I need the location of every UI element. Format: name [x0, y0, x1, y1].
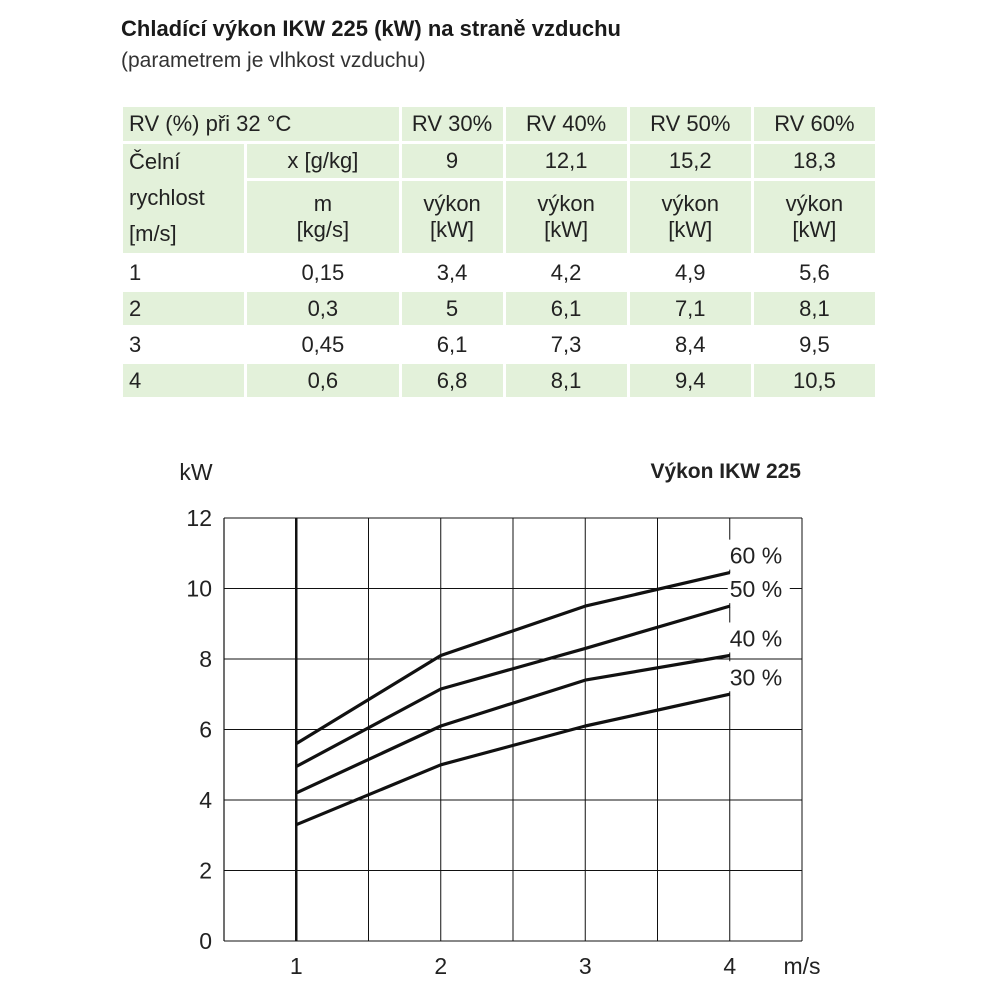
value-cell: 5 — [401, 292, 503, 325]
series-line — [295, 692, 731, 827]
m-cell: 0,45 — [301, 331, 345, 357]
value-cell: 5,6 — [799, 259, 830, 285]
value-cell: 9,4 — [629, 364, 751, 397]
y-tick-label: 0 — [199, 928, 212, 954]
value-cell: 7,1 — [629, 292, 751, 325]
series-line — [295, 604, 731, 768]
power-label-line: výkon — [661, 191, 719, 216]
table-title: Chladící výkon IKW 225 (kW) na straně vz… — [121, 16, 621, 41]
y-tick-label: 6 — [199, 717, 212, 743]
power-label-line: [kW] — [430, 217, 475, 242]
value-cell: 8,1 — [505, 364, 627, 397]
y-tick-label: 10 — [186, 576, 212, 602]
value-cell: 10,5 — [753, 364, 875, 397]
power-label-line: výkon — [785, 191, 844, 216]
table-unit-row: m [kg/s] výkon [kW] výkon [kW] výkon [kW… — [123, 181, 875, 253]
rv-header-label: RV (%) při 32 °C — [123, 107, 399, 141]
value-cell: 6,1 — [436, 331, 468, 357]
value-cell: 6,8 — [401, 364, 503, 397]
series-label: 50 % — [730, 576, 782, 602]
table-subtitle: (parametrem je vlhkost vzduchu) — [121, 49, 426, 72]
value-cell: 4,2 — [550, 259, 582, 285]
value-cell: 7,3 — [550, 331, 582, 357]
power-label-60: výkon [kW] — [753, 181, 875, 253]
table-x-row: Čelní rychlost [m/s] x [g/kg] 9 12,1 15,… — [123, 144, 875, 253]
value-cell: 8,1 — [753, 292, 875, 325]
power-label-line: [kW] — [668, 217, 713, 242]
series-label-bg — [727, 622, 790, 653]
speed-cell: 1 — [129, 259, 142, 285]
m-label-line: [kg/s] — [296, 217, 350, 242]
y-axis-label: kW — [179, 459, 213, 485]
speed-label-line: Čelní — [129, 149, 181, 174]
value-cell: 4,9 — [674, 259, 706, 285]
x-tick-label: 2 — [434, 953, 447, 979]
table-row: 4 0,6 6,8 8,1 9,4 10,5 — [123, 364, 875, 397]
power-label-line: výkon — [423, 191, 481, 216]
rv-header-30: RV 30% — [401, 107, 503, 141]
series-label: 60 % — [730, 543, 782, 569]
value-cell: 3,4 — [436, 259, 468, 285]
m-cell: 0,3 — [247, 292, 399, 325]
x-value-50: 15,2 — [629, 144, 751, 178]
x-tick-label: 1 — [290, 953, 303, 979]
x-axis-label: m/s — [783, 953, 820, 979]
x-tick-label: 4 — [723, 953, 736, 979]
table-row: 3 0,45 6,1 7,3 8,4 9,5 — [123, 328, 875, 361]
speed-cell: 3 — [129, 331, 142, 357]
power-label-50: výkon [kW] — [629, 181, 751, 253]
y-tick-label: 12 — [186, 505, 212, 531]
series-label-bg — [727, 539, 790, 570]
series-label-bg — [727, 573, 790, 604]
chart-title: Výkon IKW 225 — [650, 460, 801, 483]
cooling-table: RV (%) při 32 °C RV 30% RV 40% RV 50% RV… — [120, 104, 878, 400]
m-label: m [kg/s] — [247, 181, 399, 253]
rv-header-50: RV 50% — [629, 107, 751, 141]
y-tick-label: 2 — [199, 858, 212, 884]
x-value-60: 18,3 — [753, 144, 875, 178]
x-tick-label: 3 — [579, 953, 592, 979]
table-row: 1 0,15 3,4 4,2 4,9 5,6 — [123, 256, 875, 289]
speed-label-line: rychlost — [129, 185, 205, 210]
rv-header-60: RV 60% — [753, 107, 875, 141]
x-value-40: 12,1 — [505, 144, 627, 178]
x-value-30: 9 — [401, 144, 503, 178]
power-label-line: [kW] — [544, 217, 589, 242]
y-tick-label: 8 — [199, 646, 212, 672]
speed-cell: 2 — [123, 292, 245, 325]
rv-header-40: RV 40% — [505, 107, 627, 141]
series-line — [295, 571, 731, 745]
series-label: 30 % — [730, 664, 782, 690]
table-row: 2 0,3 5 6,1 7,1 8,1 — [123, 292, 875, 325]
x-label: x [g/kg] — [247, 144, 399, 178]
m-cell: 0,15 — [301, 259, 345, 285]
m-cell: 0,6 — [247, 364, 399, 397]
series-label: 40 % — [730, 625, 782, 651]
power-label-line: výkon — [537, 191, 595, 216]
series-line — [295, 653, 731, 795]
table-header-row: RV (%) při 32 °C RV 30% RV 40% RV 50% RV… — [123, 107, 875, 141]
speed-label: Čelní rychlost [m/s] — [123, 144, 245, 253]
m-label-line: m — [313, 191, 333, 216]
value-cell: 8,4 — [674, 331, 706, 357]
power-label-30: výkon [kW] — [401, 181, 503, 253]
y-tick-label: 4 — [199, 787, 212, 813]
series-label-bg — [727, 661, 790, 692]
power-label-40: výkon [kW] — [505, 181, 627, 253]
value-cell: 6,1 — [505, 292, 627, 325]
value-cell: 9,5 — [799, 331, 830, 357]
speed-cell: 4 — [123, 364, 245, 397]
power-label-line: [kW] — [792, 217, 837, 242]
speed-label-line: [m/s] — [129, 221, 177, 246]
